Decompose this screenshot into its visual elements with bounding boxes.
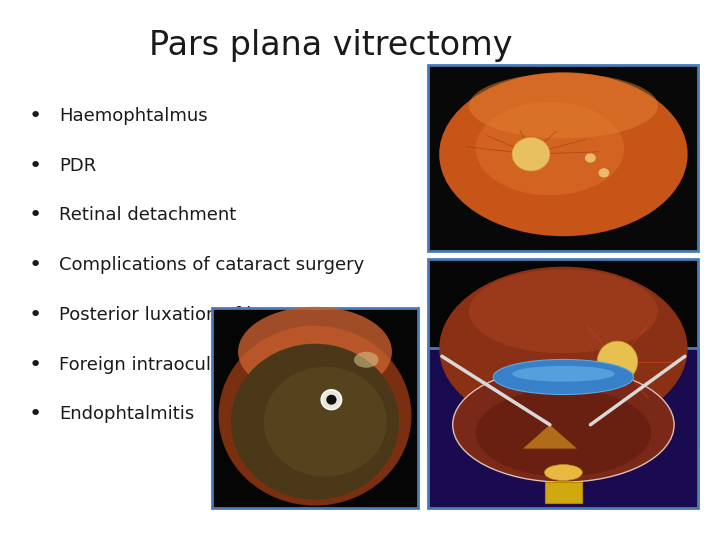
Ellipse shape [321, 390, 342, 410]
Ellipse shape [238, 307, 392, 397]
Ellipse shape [469, 269, 658, 353]
Ellipse shape [469, 73, 658, 138]
Text: •: • [29, 404, 42, 424]
Polygon shape [523, 425, 577, 449]
FancyBboxPatch shape [544, 482, 582, 503]
Ellipse shape [264, 367, 387, 477]
Text: •: • [29, 354, 42, 375]
Ellipse shape [453, 367, 674, 482]
Text: Endophtalmitis: Endophtalmitis [59, 405, 194, 423]
Text: •: • [29, 255, 42, 275]
Ellipse shape [493, 360, 634, 395]
Text: •: • [29, 156, 42, 176]
Ellipse shape [476, 389, 651, 476]
Text: PDR: PDR [59, 157, 96, 175]
Ellipse shape [439, 267, 688, 430]
Ellipse shape [439, 72, 688, 236]
Ellipse shape [219, 326, 411, 505]
Text: Pars plana vitrectomy: Pars plana vitrectomy [150, 29, 513, 63]
Ellipse shape [585, 153, 596, 163]
Text: Complications of cataract surgery: Complications of cataract surgery [59, 256, 364, 274]
Ellipse shape [231, 344, 399, 500]
Ellipse shape [326, 395, 336, 404]
Ellipse shape [512, 138, 550, 171]
Text: Foreign intraocular body: Foreign intraocular body [59, 355, 280, 374]
Text: •: • [29, 106, 42, 126]
Text: •: • [29, 205, 42, 226]
FancyBboxPatch shape [212, 308, 418, 508]
Ellipse shape [476, 102, 624, 195]
Text: Retinal detachment: Retinal detachment [59, 206, 236, 225]
Ellipse shape [598, 168, 609, 178]
Ellipse shape [544, 464, 582, 481]
Text: Posterior luxation of lens: Posterior luxation of lens [59, 306, 283, 324]
Ellipse shape [597, 341, 638, 382]
FancyBboxPatch shape [428, 348, 698, 508]
Text: •: • [29, 305, 42, 325]
Text: Haemophtalmus: Haemophtalmus [59, 107, 207, 125]
Ellipse shape [512, 366, 615, 382]
FancyBboxPatch shape [428, 259, 698, 446]
FancyBboxPatch shape [428, 65, 698, 251]
Ellipse shape [354, 352, 379, 368]
